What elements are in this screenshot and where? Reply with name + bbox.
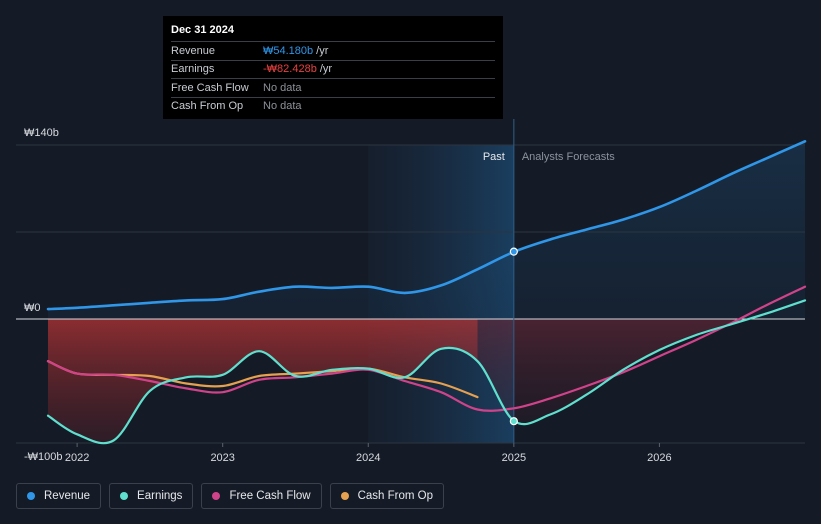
earnings-negative-area-past [48,319,478,443]
x-tick-label: 2022 [65,452,89,464]
tooltip: Dec 31 2024 Revenue ₩54.180b /yr Earning… [163,16,503,119]
earnings-negative-area-forecast [477,319,805,425]
legend-item-earnings[interactable]: Earnings [109,483,194,509]
series-line-earnings [46,299,807,445]
y-tick-label: ₩140b [24,127,59,139]
legend: Revenue Earnings Free Cash Flow Cash Fro… [16,483,445,509]
legend-dot-icon [340,492,349,500]
tooltip-label: Earnings [171,63,215,76]
x-tick-label: 2026 [647,452,671,464]
tooltip-date: Dec 31 2024 [171,24,234,36]
highlight-point-revenue [509,247,518,256]
legend-dot-icon [27,492,35,500]
legend-item-revenue[interactable]: Revenue [16,483,102,509]
chart-grid-layer [16,119,805,444]
tooltip-unit: /yr [316,44,329,57]
x-tick-label: 2025 [502,452,526,464]
tooltip-row-cash-from-op: Cash From Op No data [171,96,495,116]
tooltip-label: Revenue [171,44,216,57]
legend-dot-icon [120,492,129,500]
y-tick-label: -₩100b [24,451,63,463]
tooltip-value: ₩54.180b [263,44,314,57]
tooltip-value: No data [263,100,302,113]
tooltip-value: -₩82.428b [263,63,317,76]
legend-label: Free Cash Flow [229,490,311,502]
legend-label: Earnings [137,490,183,502]
chart-series-layer [46,140,807,445]
legend-label: Revenue [44,490,91,502]
tooltip-label: Free Cash Flow [171,81,249,94]
highlight-point-earnings [509,417,518,426]
tooltip-unit: /yr [319,63,333,76]
tooltip-row-revenue: Revenue ₩54.180b /yr [171,41,495,60]
chart-background-layer [48,141,805,443]
tooltip-row-free-cash-flow: Free Cash Flow No data [171,78,495,97]
legend-dot-icon [212,492,221,500]
tooltip-row-earnings: Earnings -₩82.428b /yr [171,59,495,79]
legend-item-cash-from-op[interactable]: Cash From Op [329,483,445,509]
tooltip-label: Cash From Op [171,100,244,113]
revenue-area [48,141,805,319]
x-tick-label: 2024 [356,452,380,464]
y-tick-label: ₩0 [24,302,41,314]
legend-item-free-cash-flow[interactable]: Free Cash Flow [201,483,322,509]
series-line-free-cash-flow [46,285,807,412]
x-tick-label: 2023 [210,452,234,464]
tooltip-value: No data [263,81,302,94]
legend-label: Cash From Op [357,490,434,502]
past-label: Past [483,151,505,163]
forecast-label: Analysts Forecasts [522,151,615,163]
chart-label-layer: ₩140b ₩0 -₩100b 2022 2023 2024 2025 2026 Past Ana… [24,127,672,464]
series-line-revenue [46,140,807,311]
